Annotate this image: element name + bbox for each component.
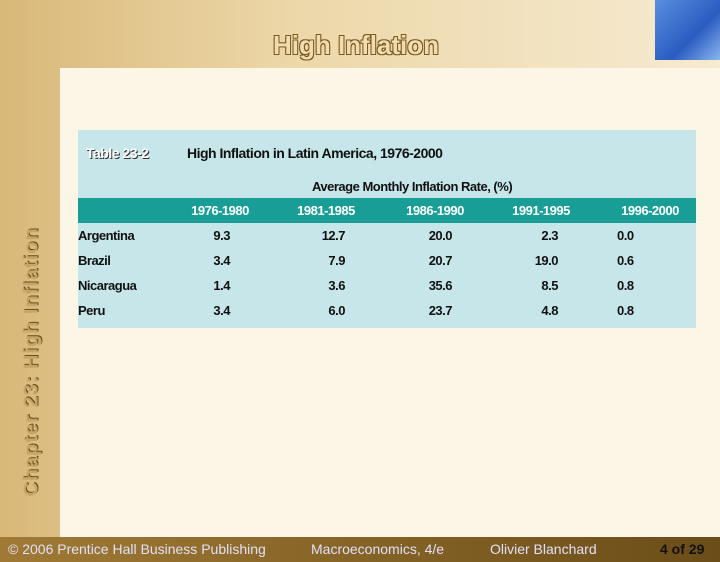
table-label: Table 23-2 — [86, 145, 149, 161]
row-label: Nicaragua — [78, 278, 137, 293]
table-cell: 1.4 — [213, 278, 230, 293]
column-header: 1976-1980 — [191, 203, 249, 218]
table-subheader: Average Monthly Inflation Rate, (%) — [312, 179, 513, 194]
slide-title: High Inflation — [272, 30, 440, 60]
footer-copyright: © 2006 Prentice Hall Business Publishing — [8, 541, 266, 557]
table-cell: 8.5 — [541, 278, 558, 293]
corner-graphic — [655, 0, 720, 60]
table-title: High Inflation in Latin America, 1976-20… — [187, 145, 443, 161]
sidebar-text: Chapter 23: High Inflation — [20, 227, 43, 497]
table-cell: 0.8 — [617, 278, 634, 293]
footer-book: Macroeconomics, 4/e — [311, 541, 445, 557]
row-label: Peru — [78, 303, 105, 318]
table-cell: 0.8 — [617, 303, 634, 318]
table-cell: 3.6 — [328, 278, 345, 293]
row-label: Brazil — [78, 253, 111, 268]
table-cell: 2.3 — [541, 228, 558, 243]
column-header: 1996-2000 — [621, 203, 679, 218]
column-header: 1991-1995 — [512, 203, 570, 218]
table-panel — [78, 130, 696, 328]
table-cell: 0.6 — [617, 253, 634, 268]
table-cell: 7.9 — [328, 253, 345, 268]
table-cell: 19.0 — [534, 253, 559, 268]
footer-page: 4 of 29 — [660, 541, 705, 557]
table-cell: 35.6 — [428, 278, 453, 293]
footer-bar — [0, 537, 720, 562]
table-cell: 4.8 — [541, 303, 558, 318]
table-cell: 3.4 — [213, 303, 230, 318]
column-header: 1981-1985 — [297, 203, 355, 218]
table-cell: 20.7 — [428, 253, 453, 268]
table-cell: 6.0 — [328, 303, 345, 318]
table-cell: 23.7 — [428, 303, 453, 318]
table-cell: 12.7 — [321, 228, 346, 243]
table-cell: 9.3 — [213, 228, 230, 243]
table-cell: 3.4 — [213, 253, 230, 268]
table-cell: 20.0 — [428, 228, 453, 243]
column-header: 1986-1990 — [406, 203, 464, 218]
table-cell: 0.0 — [617, 228, 634, 243]
row-label: Argentina — [78, 228, 135, 243]
footer-author: Olivier Blanchard — [490, 541, 597, 557]
header-band — [78, 198, 696, 223]
